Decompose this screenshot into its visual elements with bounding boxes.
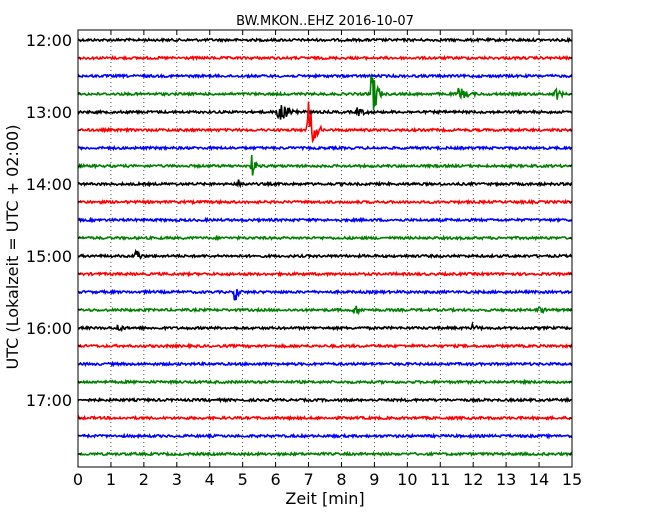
plot-frame xyxy=(77,29,573,468)
trace-line xyxy=(77,216,573,224)
y-tick-label: 16:00 xyxy=(26,319,72,338)
x-tick-label: 5 xyxy=(238,470,248,489)
y-tick-label: 13:00 xyxy=(26,103,72,122)
trace-line xyxy=(77,450,573,458)
y-tick-label: 14:00 xyxy=(26,175,72,194)
y-axis: 12:00 13:00 14:00 15:00 16:00 17:00 xyxy=(26,31,572,455)
trace-line xyxy=(77,396,573,404)
x-tick-label: 6 xyxy=(271,470,281,489)
trace-line xyxy=(77,378,573,386)
x-tick-label: 2 xyxy=(139,470,149,489)
x-tick-label: 0 xyxy=(73,470,83,489)
trace-line xyxy=(77,288,573,301)
trace-line xyxy=(77,360,573,368)
seismic-traces xyxy=(77,36,573,458)
trace-line xyxy=(77,248,573,260)
y-tick-label: 12:00 xyxy=(26,31,72,50)
y-axis-label: UTC (Lokalzeit = UTC + 02:00) xyxy=(3,125,22,370)
trace-line xyxy=(77,342,573,350)
y-tick-label: 17:00 xyxy=(26,391,72,410)
trace-line xyxy=(77,179,573,189)
trace-line xyxy=(77,234,573,242)
trace-line xyxy=(77,72,573,80)
x-tick-label: 1 xyxy=(106,470,116,489)
trace-line xyxy=(77,144,573,152)
x-axis-label: Zeit [min] xyxy=(285,489,364,508)
trace-line xyxy=(77,198,573,206)
x-tick-label: 14 xyxy=(529,470,549,489)
trace-line xyxy=(77,321,573,333)
x-tick-label: 4 xyxy=(205,470,215,489)
x-axis: 0 1 2 3 4 5 6 7 8 9 10 11 12 13 14 15 xyxy=(73,30,582,489)
x-tick-label: 15 xyxy=(562,470,582,489)
x-tick-label: 11 xyxy=(430,470,450,489)
x-tick-label: 10 xyxy=(397,470,417,489)
trace-line xyxy=(77,432,573,440)
trace-line xyxy=(77,105,573,120)
y-tick-label: 15:00 xyxy=(26,247,72,266)
trace-line xyxy=(77,414,573,422)
trace-line xyxy=(77,36,573,44)
trace-line xyxy=(77,54,573,62)
x-tick-label: 7 xyxy=(303,470,313,489)
trace-line xyxy=(77,305,573,316)
trace-line xyxy=(77,75,573,111)
trace-line xyxy=(77,270,573,278)
trace-line xyxy=(77,101,573,144)
x-tick-label: 8 xyxy=(336,470,346,489)
x-tick-label: 9 xyxy=(369,470,379,489)
trace-line xyxy=(77,154,573,176)
chart-title: BW.MKON..EHZ 2016-10-07 xyxy=(236,14,414,29)
x-tick-label: 12 xyxy=(463,470,483,489)
x-tick-label: 13 xyxy=(496,470,516,489)
x-tick-label: 3 xyxy=(172,470,182,489)
